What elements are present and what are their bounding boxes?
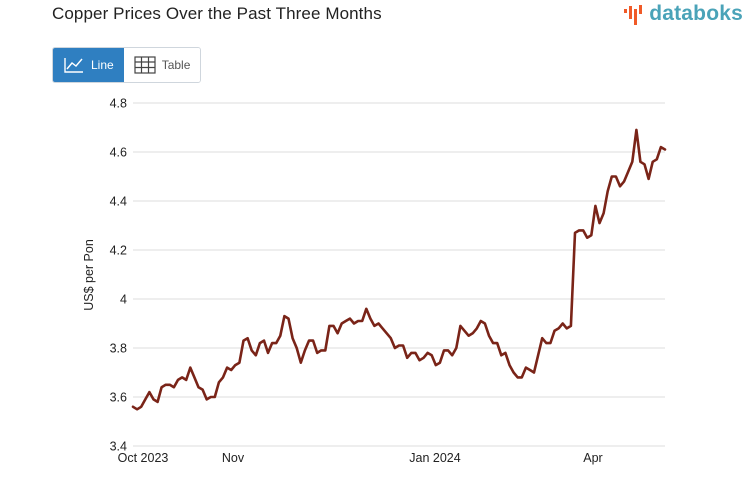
logo-icon xyxy=(624,5,643,25)
table-icon xyxy=(134,56,156,74)
line-view-button[interactable]: Line xyxy=(53,48,124,82)
x-axis-ticks: Oct 2023 Nov Jan 2024 Apr xyxy=(118,451,603,465)
x-tick-label: Jan 2024 xyxy=(409,451,460,465)
view-toggle: Line Table xyxy=(52,47,202,83)
logo-text: databoks xyxy=(649,2,743,25)
x-tick-label: Apr xyxy=(583,451,602,465)
y-tick-label: 4.4 xyxy=(110,195,127,209)
y-tick-label: 4 xyxy=(120,293,127,307)
line-view-label: Line xyxy=(91,58,114,72)
chart-title: Copper Prices Over the Past Three Months xyxy=(52,4,382,23)
line-chart-icon xyxy=(64,58,83,73)
y-tick-label: 3.4 xyxy=(110,440,127,454)
y-tick-label: 3.6 xyxy=(110,391,127,405)
y-tick-label: 4.6 xyxy=(110,146,127,160)
grid-lines xyxy=(133,102,665,447)
table-view-button[interactable]: Table xyxy=(123,48,201,82)
x-tick-label: Nov xyxy=(222,451,245,465)
series-line xyxy=(131,128,667,411)
x-tick-label: Oct 2023 xyxy=(118,451,169,465)
y-tick-label: 4.2 xyxy=(110,244,127,258)
table-view-label: Table xyxy=(161,58,191,72)
y-tick-label: 4.8 xyxy=(110,97,127,111)
databoks-logo[interactable]: databoks xyxy=(623,2,743,26)
y-tick-label: 3.8 xyxy=(110,342,127,356)
y-axis-ticks: 3.4 3.6 3.8 4 4.2 4.4 4.6 4.8 xyxy=(110,97,127,454)
y-axis-label: US$ per Pon xyxy=(82,239,96,311)
